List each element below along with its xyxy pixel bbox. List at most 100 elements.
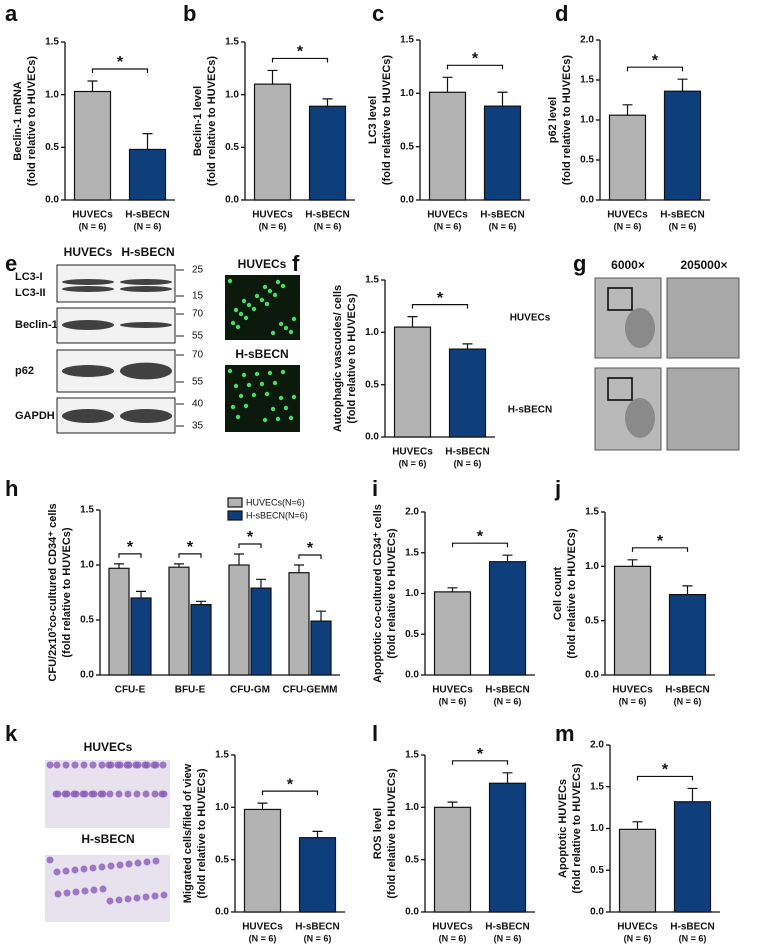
- tem-nucleus: [625, 308, 655, 348]
- y-tick-label: 0.0: [45, 195, 59, 206]
- y-tick-label: 1.0: [585, 561, 599, 572]
- significance-star: *: [307, 540, 314, 557]
- cell-dot: [233, 307, 239, 313]
- cell-dot: [280, 283, 286, 289]
- cell-dot: [243, 403, 249, 409]
- row-label: LC3-I: [15, 271, 43, 283]
- y-tick-label: 1.5: [80, 505, 94, 516]
- cell-dot: [62, 867, 70, 875]
- bar: [488, 782, 527, 913]
- bar: [433, 806, 472, 913]
- significance-bracket: [261, 790, 319, 796]
- legend-label: HUVECs(N=6): [246, 497, 305, 507]
- x-tick-note: (N = 6): [619, 696, 647, 706]
- cell-dot: [71, 761, 79, 769]
- x-tick-note: (N = 6): [399, 458, 427, 468]
- x-tick-note: (N = 6): [314, 221, 342, 231]
- y-tick-label: 0.0: [585, 670, 599, 681]
- y-axis-label: Beclin-1 level: [192, 86, 204, 156]
- x-tick-label: H-sBECN: [480, 210, 524, 221]
- error-bar: [632, 821, 643, 830]
- panel-letter: i: [372, 476, 378, 501]
- cell-dot: [259, 297, 265, 303]
- image-label: HUVECs: [84, 740, 133, 754]
- legend-swatch: [227, 510, 243, 521]
- x-tick-note: (N = 6): [454, 458, 482, 468]
- y-tick-label: 1.0: [580, 115, 594, 126]
- significance-bracket: [451, 760, 509, 765]
- cell-dot: [283, 325, 289, 331]
- transwell-image: [45, 855, 170, 922]
- significance-bracket: [178, 553, 202, 558]
- image-label: H-sBECN: [235, 347, 288, 361]
- bar: [130, 597, 152, 676]
- y-axis-label: (fold relative to HUVECs): [206, 56, 218, 187]
- y-axis-label: Apoptotic HUVECs: [557, 779, 569, 878]
- x-tick-label: CFU-GEMM: [283, 685, 338, 696]
- y-tick-label: 0.5: [365, 379, 379, 390]
- error-bar: [196, 600, 206, 605]
- error-bar: [136, 590, 146, 598]
- y-axis-label: (fold relative to HUVECs): [561, 55, 573, 186]
- cell-dot: [267, 370, 273, 376]
- cell-dot: [107, 862, 115, 870]
- cell-dot: [283, 405, 289, 411]
- cell-dot: [235, 414, 241, 420]
- cell-dot: [115, 790, 123, 798]
- cell-dot: [233, 383, 239, 389]
- x-tick-note: (N = 6): [489, 221, 517, 231]
- y-tick-label: 2.0: [580, 35, 594, 46]
- bar: [108, 567, 130, 676]
- significance-bracket: [91, 68, 149, 73]
- error-bar: [142, 133, 153, 150]
- cell-dot: [46, 761, 54, 769]
- x-tick-label: H-sBECN: [125, 210, 169, 221]
- cell-dot: [254, 293, 260, 299]
- bar: [673, 801, 712, 913]
- cell-dot: [278, 395, 284, 401]
- y-axis-label: (fold relative to HUVECs): [61, 527, 73, 658]
- cell-dot: [52, 790, 60, 798]
- cell-dot: [99, 885, 107, 893]
- blot-band: [62, 279, 114, 285]
- image-label: HUVECs: [238, 257, 287, 271]
- cell-dot: [230, 404, 236, 410]
- bar: [228, 564, 250, 676]
- y-tick-label: 0.5: [580, 155, 594, 166]
- significance-bracket: [118, 553, 142, 558]
- tem-image: [666, 367, 740, 451]
- cell-dot: [89, 761, 97, 769]
- x-tick-note: (N = 6): [679, 933, 707, 943]
- significance-star: *: [657, 533, 664, 550]
- cell-dot: [105, 761, 113, 769]
- x-tick-note: (N = 6): [669, 221, 697, 231]
- y-tick-label: 1.5: [590, 781, 604, 792]
- y-tick-label: 1.5: [45, 37, 59, 48]
- cell-dot: [124, 790, 132, 798]
- y-axis-label: LC3 level: [367, 96, 379, 144]
- y-axis-label: CFU/2x10³co-cultured CD34⁺ cells: [47, 503, 59, 681]
- cell-dot: [230, 320, 236, 326]
- significance-star: *: [662, 762, 669, 779]
- x-tick-label: HUVECs: [432, 685, 473, 696]
- significance-bracket: [636, 775, 694, 781]
- y-tick-label: 1.5: [585, 507, 599, 518]
- x-tick-label: HUVECs: [612, 685, 653, 696]
- error-bar: [447, 801, 458, 808]
- panel-letter: d: [555, 1, 568, 26]
- y-axis-label: (fold relative to HUVECs): [196, 768, 208, 899]
- significance-star: *: [297, 44, 304, 61]
- cell-dot: [291, 394, 297, 400]
- cell-dot: [251, 306, 257, 312]
- x-tick-note: (N = 6): [674, 696, 702, 706]
- cell-dot: [246, 382, 252, 388]
- x-tick-label: HUVECs: [252, 210, 293, 221]
- cell-dot: [72, 888, 80, 896]
- x-tick-note: (N = 6): [79, 221, 107, 231]
- column-label: 205000×: [680, 258, 727, 272]
- bar: [393, 326, 432, 438]
- bar: [168, 566, 190, 676]
- cell-dot: [114, 761, 122, 769]
- panel-letter: f: [292, 251, 300, 276]
